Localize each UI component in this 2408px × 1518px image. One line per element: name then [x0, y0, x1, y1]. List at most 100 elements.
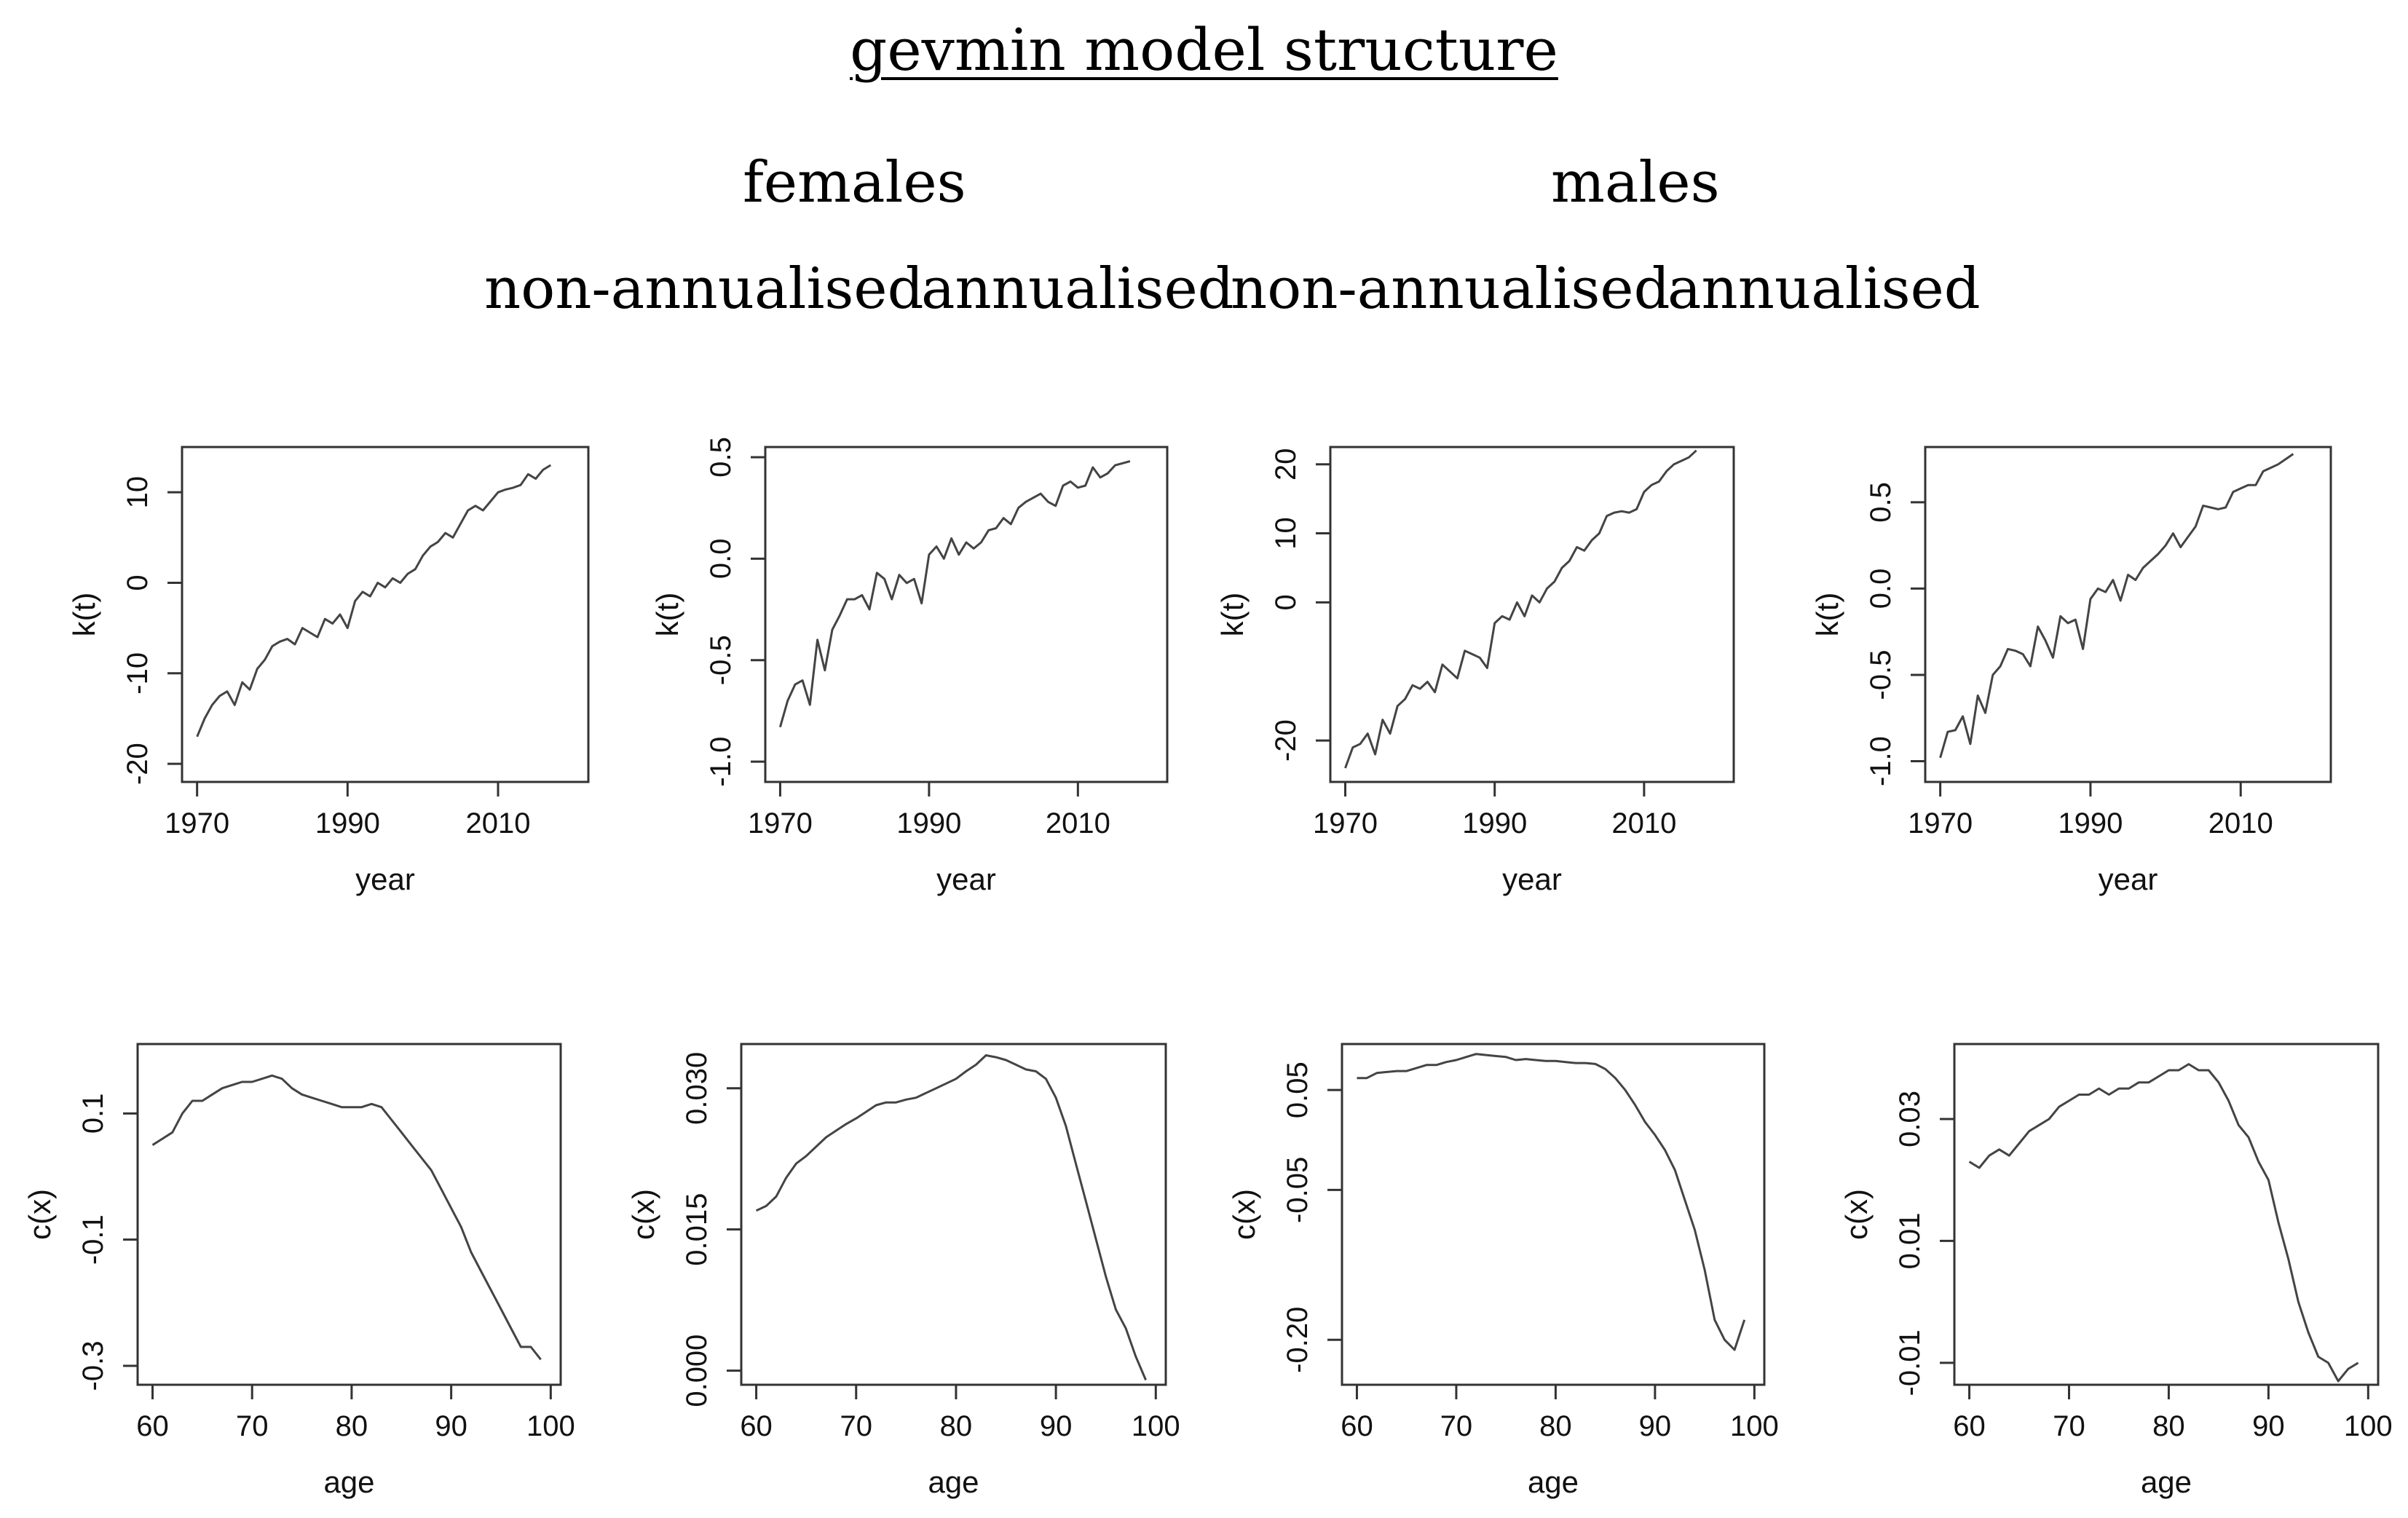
series-line — [778, 460, 1131, 728]
y-tick-label: 0.0 — [1865, 569, 1897, 609]
x-tick-label: 70 — [1440, 1410, 1473, 1442]
plot-frame — [136, 1043, 562, 1386]
x-axis-label: year — [936, 862, 996, 896]
x-tick-label: 90 — [2252, 1410, 2285, 1442]
y-tick-label: -20 — [122, 743, 154, 785]
x-tick-label: 1970 — [1908, 807, 1973, 839]
x-tick-label: 100 — [2344, 1410, 2393, 1442]
series-line — [755, 1054, 1147, 1381]
x-axis-label: age — [323, 1465, 374, 1499]
x-tick-label: 90 — [1040, 1410, 1073, 1442]
y-tick-label: 0.5 — [705, 437, 737, 478]
plot-frame — [1329, 446, 1735, 783]
chart-panel-6: 60 70 80 90 100 0.000 0.015 0.030 age c(x) — [626, 1043, 1180, 1499]
x-tick-label: 80 — [336, 1410, 368, 1442]
y-tick-label: -0.05 — [1282, 1157, 1314, 1223]
header-females: females — [743, 150, 966, 216]
plot-frame — [740, 1043, 1167, 1386]
subheader-males-non-annualised: non-annualised — [1231, 256, 1670, 322]
x-tick-label: 70 — [2053, 1410, 2085, 1442]
chart-panel-1: 1970 1990 2010 -20 -10 0 10 year k(t) — [67, 446, 590, 896]
plot-frame — [181, 446, 590, 783]
x-tick-label: 60 — [1341, 1410, 1373, 1442]
y-tick-label: -20 — [1270, 719, 1302, 762]
x-tick-label: 100 — [1730, 1410, 1779, 1442]
y-tick-label: -1.0 — [705, 737, 737, 787]
y-tick-label: 0.030 — [681, 1052, 713, 1125]
subheader-males-annualised: annualised — [1667, 256, 1981, 322]
series-line — [1357, 1053, 1746, 1351]
y-tick-label: -0.20 — [1282, 1307, 1314, 1373]
y-tick-label: 0.03 — [1894, 1091, 1926, 1147]
series-line — [1939, 453, 2294, 759]
x-tick-label: 1990 — [1462, 807, 1527, 839]
y-axis-label: k(t) — [1215, 593, 1250, 637]
y-tick-label: -0.01 — [1894, 1329, 1926, 1396]
y-tick-label: -0.5 — [705, 635, 737, 685]
chart-panel-4: 1970 1990 2010 -1.0 -0.5 0.0 0.5 year k(t) — [1810, 446, 2332, 896]
x-tick-label: 90 — [435, 1410, 467, 1442]
x-axis-label: age — [2141, 1465, 2192, 1499]
y-tick-label: -0.5 — [1865, 650, 1897, 700]
x-axis-label: year — [2099, 862, 2158, 896]
y-tick-label: 0 — [1270, 594, 1302, 610]
header-males: males — [1551, 150, 1720, 216]
y-tick-label: 0.1 — [77, 1094, 109, 1134]
y-tick-label: -0.3 — [77, 1341, 109, 1391]
x-tick-label: 60 — [1953, 1410, 1986, 1442]
y-tick-label: -10 — [122, 652, 154, 695]
x-tick-label: 70 — [236, 1410, 269, 1442]
plot-frame — [764, 446, 1169, 783]
y-tick-label: 0.015 — [681, 1193, 713, 1266]
x-tick-label: 80 — [940, 1410, 973, 1442]
x-tick-label: 70 — [840, 1410, 873, 1442]
x-tick-label: 60 — [136, 1410, 169, 1442]
x-axis-label: age — [928, 1465, 979, 1499]
x-tick-label: 2010 — [2208, 807, 2273, 839]
x-tick-label: 80 — [2152, 1410, 2185, 1442]
chart-panel-2: 1970 1990 2010 -1.0 -0.5 0.0 0.5 year k(t) — [650, 437, 1169, 896]
x-tick-label: 90 — [1639, 1410, 1672, 1442]
chart-panel-5: 60 70 80 90 100 -0.3 -0.1 0.1 age c(x) — [23, 1043, 575, 1499]
x-tick-label: 1990 — [896, 807, 961, 839]
y-axis-label: c(x) — [23, 1189, 57, 1240]
x-axis-label: age — [1528, 1465, 1579, 1499]
x-tick-label: 1970 — [1313, 807, 1378, 839]
x-axis-label: year — [355, 862, 415, 896]
y-axis-label: c(x) — [626, 1189, 660, 1240]
x-tick-label: 1970 — [165, 807, 229, 839]
x-tick-label: 60 — [740, 1410, 773, 1442]
y-tick-label: 0.0 — [705, 539, 737, 580]
subheader-females-non-annualised: non-annualised — [484, 256, 924, 322]
y-axis-label: c(x) — [1227, 1189, 1261, 1240]
x-tick-label: 80 — [1539, 1410, 1572, 1442]
y-axis-label: k(t) — [650, 593, 684, 637]
series-line — [196, 464, 552, 738]
x-tick-label: 2010 — [1046, 807, 1110, 839]
y-tick-label: 20 — [1270, 448, 1302, 481]
series-line — [1344, 449, 1697, 769]
x-tick-label: 1990 — [315, 807, 380, 839]
figure-title: gevmin model structure — [850, 16, 1558, 84]
x-tick-label: 1970 — [748, 807, 813, 839]
y-tick-label: -0.1 — [77, 1214, 109, 1265]
plot-frame — [1341, 1043, 1766, 1386]
series-line — [1968, 1063, 2359, 1383]
y-tick-label: 0.5 — [1865, 482, 1897, 523]
chart-panel-8: 60 70 80 90 100 -0.01 0.01 0.03 age c(x) — [1839, 1043, 2393, 1499]
x-tick-label: 2010 — [466, 807, 531, 839]
plot-frame — [1953, 1043, 2380, 1386]
y-axis-label: k(t) — [67, 593, 101, 637]
y-axis-label: k(t) — [1810, 593, 1844, 637]
x-tick-label: 1990 — [2058, 807, 2123, 839]
series-line — [151, 1074, 542, 1361]
plot-frame — [1924, 446, 2332, 783]
y-tick-label: 0.000 — [681, 1335, 713, 1407]
chart-panel-3: 1970 1990 2010 -20 0 10 20 year k(t) — [1215, 446, 1735, 896]
y-tick-label: 0.01 — [1894, 1212, 1926, 1269]
y-tick-label: 0.05 — [1282, 1062, 1314, 1118]
x-tick-label: 100 — [526, 1410, 575, 1442]
x-axis-label: year — [1502, 862, 1562, 896]
y-tick-label: 0 — [122, 574, 154, 590]
